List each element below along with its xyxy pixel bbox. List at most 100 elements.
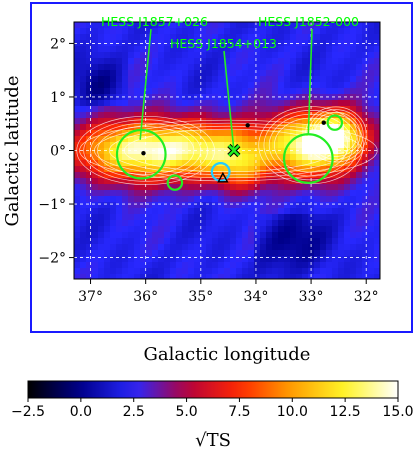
heatmap-cell [338, 172, 345, 179]
heatmap-cell [134, 46, 141, 53]
heatmap-cell [116, 244, 123, 251]
heatmap-cell [266, 40, 273, 47]
heatmap-cell [212, 196, 219, 203]
heatmap-cell [98, 82, 105, 89]
heatmap-cell [80, 106, 87, 113]
heatmap-cell [266, 136, 273, 143]
x-tick-label: 37° [78, 289, 103, 305]
heatmap-cell [104, 46, 111, 53]
heatmap-cell [374, 274, 380, 279]
heatmap-cell [356, 220, 363, 227]
heatmap-cell [266, 208, 273, 215]
heatmap-cell [308, 208, 315, 215]
heatmap-cell [200, 178, 207, 185]
heatmap-cell [170, 124, 177, 131]
heatmap-cell [212, 130, 219, 137]
heatmap-cell [266, 58, 273, 65]
heatmap-cell [182, 112, 189, 119]
heatmap-cell [176, 118, 183, 125]
heatmap-cell [98, 148, 105, 155]
heatmap-cell [278, 184, 285, 191]
heatmap-cell [98, 202, 105, 209]
heatmap-cell [302, 268, 309, 275]
heatmap-cell [344, 178, 351, 185]
heatmap-cell [302, 64, 309, 71]
heatmap-cell [326, 190, 333, 197]
heatmap-cell [242, 262, 249, 269]
heatmap-cell [104, 166, 111, 173]
heatmap-cell [254, 40, 261, 47]
heatmap-cell [110, 166, 117, 173]
heatmap-cell [110, 106, 117, 113]
heatmap-cell [152, 154, 159, 161]
heatmap-cell [272, 40, 279, 47]
heatmap-cell [362, 190, 369, 197]
heatmap-cell [104, 136, 111, 143]
heatmap-cell [356, 136, 363, 143]
heatmap-cell [146, 208, 153, 215]
heatmap-cell [272, 58, 279, 65]
heatmap-cell [332, 52, 339, 59]
heatmap-cell [80, 22, 87, 29]
heatmap-cell [134, 154, 141, 161]
heatmap-cell [212, 94, 219, 101]
heatmap-cell [260, 178, 267, 185]
heatmap-cell [170, 184, 177, 191]
heatmap-cell [350, 196, 357, 203]
heatmap-cell [86, 178, 93, 185]
heatmap-cell [218, 148, 225, 155]
heatmap-cell [146, 184, 153, 191]
heatmap-cell [218, 262, 225, 269]
heatmap-cell [302, 52, 309, 59]
heatmap-cell [212, 58, 219, 65]
heatmap-cell [200, 28, 207, 35]
heatmap-cell [158, 184, 165, 191]
heatmap-cell [350, 70, 357, 77]
heatmap-cell [200, 268, 207, 275]
heatmap-cell [368, 142, 375, 149]
heatmap-cell [248, 256, 255, 263]
heatmap-cell [80, 34, 87, 41]
heatmap-cell [338, 94, 345, 101]
heatmap-cell [296, 154, 303, 161]
black-dot-marker [321, 120, 326, 125]
heatmap-cell [98, 34, 105, 41]
heatmap-cell [368, 88, 375, 95]
heatmap-cell [164, 70, 171, 77]
heatmap-cell [110, 46, 117, 53]
heatmap-cell [260, 100, 267, 107]
heatmap-cell [134, 184, 141, 191]
heatmap-cell [284, 178, 291, 185]
heatmap-cell [188, 220, 195, 227]
heatmap-cell [356, 172, 363, 179]
heatmap-cell [116, 262, 123, 269]
heatmap-cell [176, 196, 183, 203]
heatmap-cell [224, 256, 231, 263]
heatmap-cell [104, 244, 111, 251]
heatmap-cell [158, 190, 165, 197]
heatmap-cell [104, 214, 111, 221]
heatmap-cell [176, 178, 183, 185]
heatmap-cell [218, 58, 225, 65]
heatmap-cell [104, 142, 111, 149]
heatmap-cell [104, 148, 111, 155]
heatmap-cell [200, 124, 207, 131]
heatmap-cell [278, 208, 285, 215]
heatmap-cell [326, 136, 333, 143]
heatmap-cell [290, 148, 297, 155]
heatmap-cell [284, 22, 291, 29]
heatmap-cell [104, 184, 111, 191]
heatmap-cell [224, 40, 231, 47]
y-tick-label: 2° [50, 36, 66, 52]
heatmap-cell [146, 106, 153, 113]
heatmap-cell [194, 184, 201, 191]
heatmap-cell [170, 214, 177, 221]
heatmap-cell [344, 40, 351, 47]
heatmap-cell [236, 40, 243, 47]
heatmap-cell [302, 208, 309, 215]
heatmap-cell [224, 268, 231, 275]
heatmap-cell [326, 82, 333, 89]
heatmap-cell [272, 106, 279, 113]
heatmap-cell [296, 244, 303, 251]
heatmap-cell [338, 166, 345, 173]
